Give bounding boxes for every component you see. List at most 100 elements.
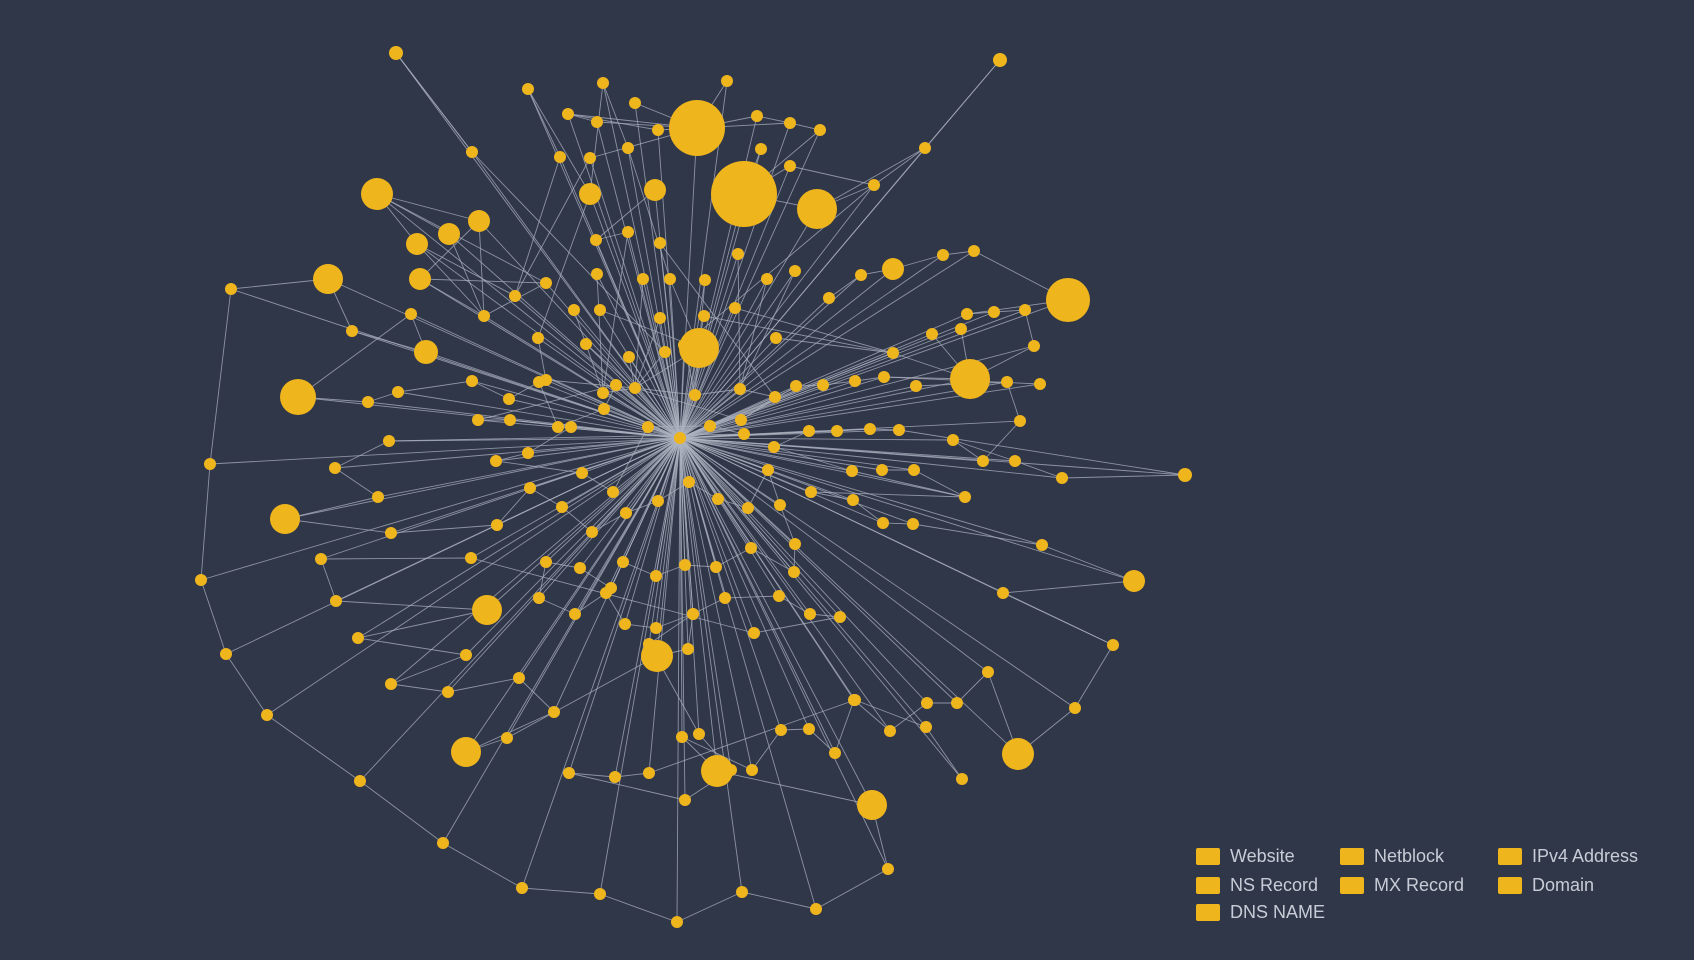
graph-node-46[interactable]: [698, 310, 710, 322]
graph-node-170[interactable]: [762, 464, 774, 476]
graph-node-145[interactable]: [610, 379, 622, 391]
graph-node-138[interactable]: [362, 396, 374, 408]
graph-node-175[interactable]: [710, 561, 722, 573]
graph-node-131[interactable]: [204, 458, 216, 470]
graph-node-92[interactable]: [803, 425, 815, 437]
graph-node-153[interactable]: [642, 421, 654, 433]
graph-node-143[interactable]: [552, 421, 564, 433]
graph-node-43[interactable]: [761, 273, 773, 285]
graph-node-35[interactable]: [654, 237, 666, 249]
graph-node-122[interactable]: [736, 886, 748, 898]
graph-node-54[interactable]: [532, 332, 544, 344]
graph-node-121[interactable]: [810, 903, 822, 915]
graph-node-39[interactable]: [637, 273, 649, 285]
graph-node-59[interactable]: [734, 383, 746, 395]
graph-node-194[interactable]: [315, 553, 327, 565]
graph-node-212[interactable]: [563, 767, 575, 779]
graph-node-193[interactable]: [465, 552, 477, 564]
graph-node-148[interactable]: [565, 421, 577, 433]
graph-node-132[interactable]: [225, 283, 237, 295]
graph-node-169[interactable]: [742, 502, 754, 514]
graph-node-83[interactable]: [1014, 415, 1026, 427]
graph-node-135[interactable]: [414, 340, 438, 364]
graph-node-107[interactable]: [1002, 738, 1034, 770]
graph-node-18[interactable]: [784, 160, 796, 172]
graph-node-134[interactable]: [346, 325, 358, 337]
graph-node-186[interactable]: [650, 622, 662, 634]
graph-node-21[interactable]: [919, 142, 931, 154]
graph-node-117[interactable]: [676, 731, 688, 743]
graph-node-151[interactable]: [576, 467, 588, 479]
graph-node-41[interactable]: [699, 274, 711, 286]
graph-node-60[interactable]: [769, 391, 781, 403]
graph-node-106[interactable]: [1069, 702, 1081, 714]
graph-node-81[interactable]: [910, 380, 922, 392]
graph-node-24[interactable]: [468, 210, 490, 232]
graph-node-154[interactable]: [704, 420, 716, 432]
graph-node-180[interactable]: [574, 562, 586, 574]
graph-node-78[interactable]: [849, 375, 861, 387]
graph-node-113[interactable]: [829, 747, 841, 759]
graph-node-172[interactable]: [789, 538, 801, 550]
graph-node-68[interactable]: [961, 308, 973, 320]
graph-node-164[interactable]: [586, 526, 598, 538]
graph-node-137[interactable]: [280, 379, 316, 415]
graph-node-100[interactable]: [877, 517, 889, 529]
graph-node-102[interactable]: [1036, 539, 1048, 551]
graph-node-73[interactable]: [1028, 340, 1040, 352]
graph-node-184[interactable]: [600, 587, 612, 599]
graph-node-214[interactable]: [643, 767, 655, 779]
graph-node-10[interactable]: [751, 110, 763, 122]
graph-node-40[interactable]: [664, 273, 676, 285]
graph-node-129[interactable]: [220, 648, 232, 660]
graph-node-108[interactable]: [982, 666, 994, 678]
graph-node-77[interactable]: [878, 371, 890, 383]
graph-node-133[interactable]: [313, 264, 343, 294]
graph-node-178[interactable]: [617, 556, 629, 568]
graph-node-150[interactable]: [490, 455, 502, 467]
graph-node-94[interactable]: [846, 465, 858, 477]
graph-node-44[interactable]: [789, 265, 801, 277]
graph-node-165[interactable]: [620, 507, 632, 519]
graph-node-25[interactable]: [438, 223, 460, 245]
graph-node-123[interactable]: [671, 916, 683, 928]
graph-node-53[interactable]: [580, 338, 592, 350]
graph-node-167[interactable]: [683, 476, 695, 488]
graph-node-56[interactable]: [597, 387, 609, 399]
graph-node-36[interactable]: [591, 268, 603, 280]
graph-node-20[interactable]: [868, 179, 880, 191]
graph-node-181[interactable]: [540, 556, 552, 568]
graph-node-198[interactable]: [460, 649, 472, 661]
graph-node-196[interactable]: [472, 595, 502, 625]
graph-node-146[interactable]: [472, 414, 484, 426]
graph-node-101[interactable]: [907, 518, 919, 530]
graph-node-16[interactable]: [622, 142, 634, 154]
graph-node-147[interactable]: [504, 414, 516, 426]
graph-node-38[interactable]: [568, 304, 580, 316]
graph-node-171[interactable]: [774, 499, 786, 511]
graph-node-4[interactable]: [629, 97, 641, 109]
graph-node-120[interactable]: [882, 863, 894, 875]
graph-node-70[interactable]: [1019, 304, 1031, 316]
graph-node-97[interactable]: [959, 491, 971, 503]
graph-node-50[interactable]: [654, 312, 666, 324]
graph-node-127[interactable]: [354, 775, 366, 787]
graph-node-177[interactable]: [650, 570, 662, 582]
graph-node-89[interactable]: [893, 424, 905, 436]
graph-nodes[interactable]: [195, 46, 1192, 928]
graph-node-72[interactable]: [955, 323, 967, 335]
graph-node-185[interactable]: [619, 618, 631, 630]
graph-node-163[interactable]: [556, 501, 568, 513]
graph-node-116[interactable]: [746, 764, 758, 776]
graph-node-190[interactable]: [804, 608, 816, 620]
graph-node-191[interactable]: [834, 611, 846, 623]
graph-node-161[interactable]: [491, 519, 503, 531]
graph-node-79[interactable]: [817, 379, 829, 391]
graph-node-49[interactable]: [679, 328, 719, 368]
graph-node-8[interactable]: [652, 124, 664, 136]
graph-node-188[interactable]: [719, 592, 731, 604]
graph-node-15[interactable]: [584, 152, 596, 164]
graph-node-115[interactable]: [775, 724, 787, 736]
graph-node-13[interactable]: [755, 143, 767, 155]
